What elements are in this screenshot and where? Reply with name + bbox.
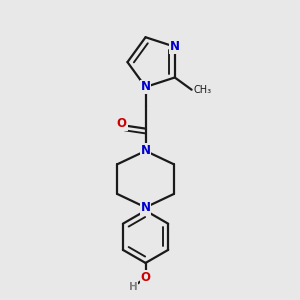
Text: N: N — [140, 80, 151, 94]
Text: N: N — [170, 40, 180, 53]
Text: N: N — [140, 144, 151, 158]
Text: O: O — [117, 117, 127, 130]
Text: H: H — [129, 282, 137, 292]
Text: CH₃: CH₃ — [193, 85, 211, 95]
Text: O: O — [140, 271, 151, 284]
Text: N: N — [140, 201, 151, 214]
